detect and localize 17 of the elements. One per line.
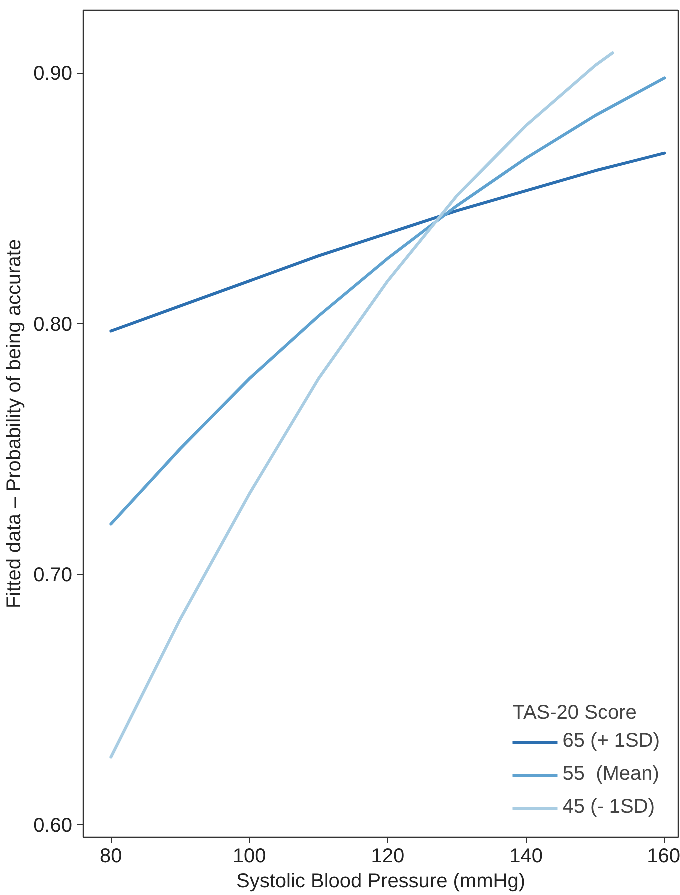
y-tick-label: 0.70 bbox=[34, 564, 73, 586]
line-series bbox=[110, 76, 666, 526]
x-tick-label: 140 bbox=[510, 846, 543, 868]
y-tick-label: 0.60 bbox=[34, 814, 73, 837]
y-axis-title: Fitted data – Probability of being accurate bbox=[4, 239, 26, 609]
legend-label: 65 (+ 1SD) bbox=[562, 730, 660, 753]
legend-label: 55 (Mean) bbox=[562, 763, 660, 786]
y-tick-label: 0.80 bbox=[34, 314, 73, 336]
x-tick-label: 120 bbox=[371, 846, 405, 868]
x-tick-label: 100 bbox=[232, 846, 266, 868]
x-tick-label: 80 bbox=[100, 846, 122, 868]
x-tick-label: 160 bbox=[647, 846, 680, 868]
legend-label: 45 (- 1SD) bbox=[562, 796, 655, 819]
legend-title: TAS-20 Score bbox=[512, 702, 638, 725]
x-axis-title: Systolic Blood Pressure (mmHg) bbox=[236, 870, 526, 892]
line-series bbox=[110, 152, 666, 333]
y-tick-label: 0.90 bbox=[34, 63, 73, 86]
